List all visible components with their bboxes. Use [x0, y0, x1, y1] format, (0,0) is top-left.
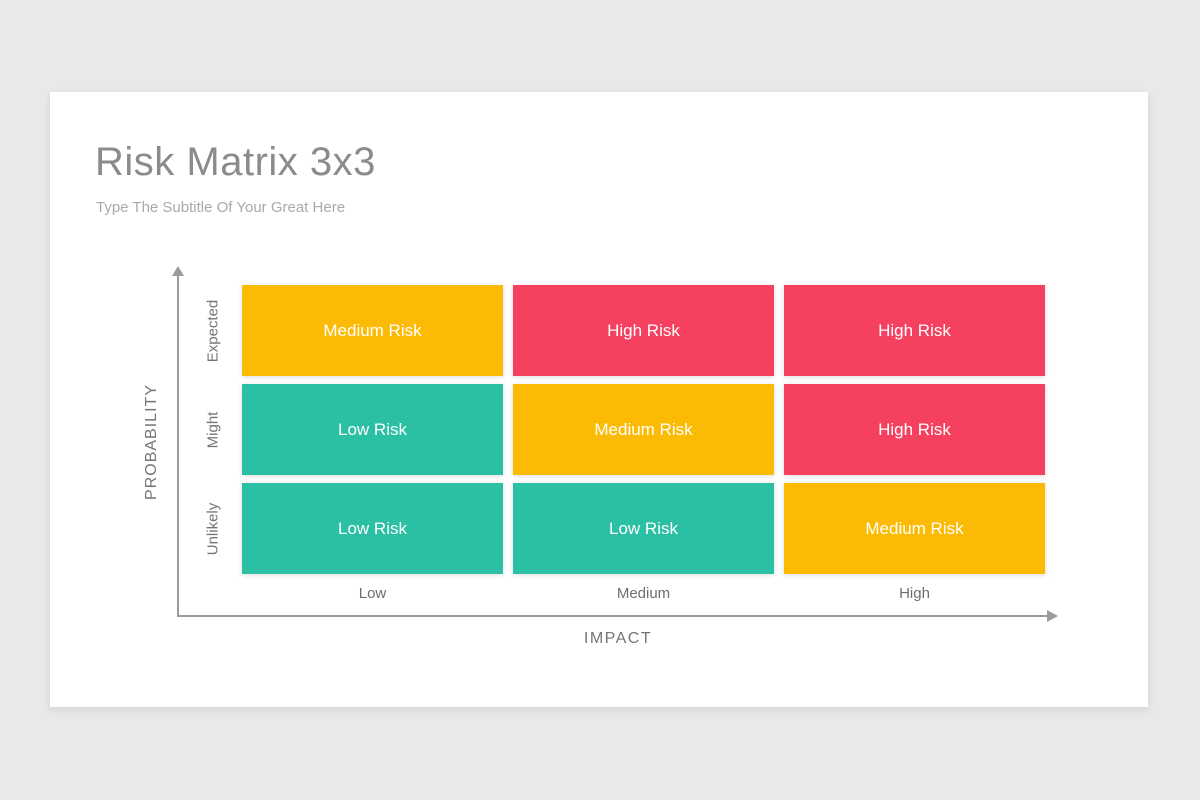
x-tick-label-medium: Medium — [616, 585, 671, 602]
matrix-cell-3-2: Low Risk — [513, 483, 774, 574]
y-tick-label-expected: Expected — [204, 299, 222, 362]
matrix-cell-2-3: High Risk — [784, 384, 1045, 475]
x-axis-line — [177, 615, 1049, 617]
y-tick-label-unlikely: Unlikely — [204, 502, 222, 555]
matrix-grid: Medium Risk High Risk High Risk Low Risk Med… — [242, 285, 1045, 574]
matrix-cell-1-1: Medium Risk — [242, 285, 503, 376]
y-axis-line — [177, 275, 179, 616]
matrix-cell-1-2: High Risk — [513, 285, 774, 376]
x-axis-title: IMPACT — [583, 630, 653, 647]
matrix-cell-3-3: Medium Risk — [784, 483, 1045, 574]
matrix-cell-2-2: Medium Risk — [513, 384, 774, 475]
x-tick-label-low: Low — [358, 585, 387, 602]
y-axis-title: PROBABILITY — [143, 384, 160, 500]
y-axis-arrow-icon — [172, 266, 184, 276]
slide-title: Risk Matrix 3x3 — [95, 140, 376, 184]
matrix-cell-3-1: Low Risk — [242, 483, 503, 574]
slide-subtitle: Type The Subtitle Of Your Great Here — [96, 199, 346, 216]
x-tick-label-high: High — [899, 585, 930, 602]
x-axis-arrow-icon — [1047, 610, 1058, 622]
y-tick-label-might: Might — [204, 411, 222, 448]
matrix-cell-1-3: High Risk — [784, 285, 1045, 376]
matrix-cell-2-1: Low Risk — [242, 384, 503, 475]
slide-card: Risk Matrix 3x3 Type The Subtitle Of You… — [50, 92, 1148, 707]
